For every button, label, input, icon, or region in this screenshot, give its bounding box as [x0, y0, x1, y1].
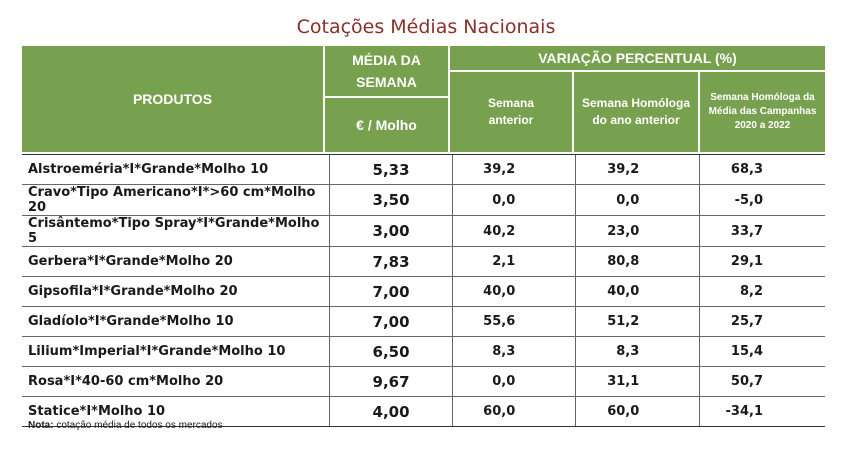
- previous-week-variation-cell: 0,0: [452, 366, 576, 397]
- previous-week-variation-cell: 2,1: [452, 246, 576, 277]
- header-variacao: VARIAÇÃO PERCENTUAL (%): [450, 46, 825, 70]
- table-row: Lilium*Imperial*I*Grande*Molho 10 6,50 8,3…: [22, 336, 825, 367]
- product-name-cell: Alstroeméria*I*Grande*Molho 10: [22, 154, 330, 185]
- campaigns-average-variation-cell: 15,4: [699, 336, 825, 367]
- table-row: Gipsofila*I*Grande*Molho 20 7,00 40,0 40,0 8…: [22, 276, 825, 307]
- previous-year-variation-cell: 51,2: [575, 306, 700, 337]
- product-name-cell: Crisântemo*Tipo Spray*I*Grande*Molho 5: [22, 215, 330, 247]
- header-homologa-ano-line2: do ano anterior: [592, 113, 680, 127]
- previous-week-variation-cell: 60,0: [452, 396, 576, 427]
- previous-week-variation-cell: 40,0: [452, 276, 576, 307]
- page-title: Cotações Médias Nacionais: [296, 16, 556, 38]
- weekly-average-cell: 3,00: [328, 215, 453, 247]
- header-media-line2: SEMANA: [356, 74, 417, 90]
- campaigns-average-variation-cell: 8,2: [699, 276, 825, 307]
- table-row: Alstroeméria*I*Grande*Molho 10 5,33 39,2 39…: [22, 154, 825, 185]
- previous-year-variation-cell: 0,0: [575, 184, 700, 216]
- footnote-text: cotação média de todos os mercados: [53, 420, 223, 431]
- table-row: Crisântemo*Tipo Spray*I*Grande*Molho 5 3,…: [22, 215, 825, 247]
- campaigns-average-variation-cell: 25,7: [699, 306, 825, 337]
- previous-week-variation-cell: 40,2: [452, 215, 576, 247]
- campaigns-average-variation-cell: -34,1: [699, 396, 825, 427]
- header-homologa-ano: Semana Homóloga do ano anterior: [574, 72, 698, 152]
- previous-year-variation-cell: 40,0: [575, 276, 700, 307]
- product-name-cell: Cravo*Tipo Americano*I*>60 cm*Molho 20: [22, 184, 330, 216]
- previous-week-variation-cell: 8,3: [452, 336, 576, 367]
- weekly-average-cell: 6,50: [328, 336, 453, 367]
- previous-year-variation-cell: 60,0: [575, 396, 700, 427]
- campaigns-average-variation-cell: 29,1: [699, 246, 825, 277]
- previous-year-variation-cell: 8,3: [575, 336, 700, 367]
- campaigns-average-variation-cell: 50,7: [699, 366, 825, 397]
- campaigns-average-variation-cell: -5,0: [699, 184, 825, 216]
- table-row: Gerbera*I*Grande*Molho 20 7,83 2,1 80,8 29,1: [22, 246, 825, 277]
- previous-week-variation-cell: 0,0: [452, 184, 576, 216]
- footnote-label: Nota:: [28, 420, 54, 431]
- previous-week-variation-cell: 55,6: [452, 306, 576, 337]
- header-produtos-label: PRODUTOS: [132, 91, 213, 107]
- header-media-semana: MÉDIA DA SEMANA: [325, 46, 448, 96]
- campaigns-average-variation-cell: 33,7: [699, 215, 825, 247]
- table-row: Cravo*Tipo Americano*I*>60 cm*Molho 20 3,…: [22, 184, 825, 216]
- product-name-cell: Statice*I*Molho 10: [22, 396, 330, 427]
- header-semana-anterior: Semana anterior: [450, 72, 572, 152]
- prices-table: Alstroeméria*I*Grande*Molho 10 5,33 39,2 39…: [22, 154, 825, 427]
- campaigns-average-variation-cell: 68,3: [699, 154, 825, 185]
- header-homologa-campanhas-line1: Semana Homóloga da: [710, 92, 815, 103]
- weekly-average-cell: 9,67: [328, 366, 453, 397]
- table-row: Statice*I*Molho 10 4,00 60,0 60,0 -34,1: [22, 396, 825, 427]
- previous-week-variation-cell: 39,2: [452, 154, 576, 185]
- header-unit-label: € / Molho: [356, 117, 417, 133]
- header-homologa-campanhas-line2: Média das Campanhas: [708, 106, 817, 117]
- header-semana-anterior-line1: Semana: [487, 96, 535, 110]
- previous-year-variation-cell: 23,0: [575, 215, 700, 247]
- weekly-average-cell: 7,00: [328, 306, 453, 337]
- header-media-line1: MÉDIA DA: [352, 52, 421, 68]
- header-semana-anterior-line2: anterior: [488, 113, 534, 127]
- header-homologa-ano-line1: Semana Homóloga: [581, 96, 691, 110]
- weekly-average-cell: 3,50: [328, 184, 453, 216]
- table-row: Rosa*I*40-60 cm*Molho 20 9,67 0,0 31,1 50,7: [22, 366, 825, 397]
- previous-year-variation-cell: 80,8: [575, 246, 700, 277]
- footnote: Nota: cotação média de todos os mercados: [28, 420, 223, 431]
- weekly-average-cell: 4,00: [328, 396, 453, 427]
- header-homologa-campanhas-line3: 2020 a 2022: [734, 120, 791, 131]
- previous-year-variation-cell: 31,1: [575, 366, 700, 397]
- product-name-cell: Gerbera*I*Grande*Molho 20: [22, 246, 330, 277]
- product-name-cell: Lilium*Imperial*I*Grande*Molho 10: [22, 336, 330, 367]
- product-name-cell: Gladíolo*I*Grande*Molho 10: [22, 306, 330, 337]
- header-variacao-label: VARIAÇÃO PERCENTUAL (%): [538, 50, 737, 66]
- weekly-average-cell: 7,83: [328, 246, 453, 277]
- weekly-average-cell: 5,33: [328, 154, 453, 185]
- table-row: Gladíolo*I*Grande*Molho 10 7,00 55,6 51,2 25…: [22, 306, 825, 337]
- header-unit: € / Molho: [325, 98, 448, 152]
- product-name-cell: Gipsofila*I*Grande*Molho 20: [22, 276, 330, 307]
- header-produtos: PRODUTOS: [22, 46, 323, 152]
- weekly-average-cell: 7,00: [328, 276, 453, 307]
- header-homologa-campanhas: Semana Homóloga da Média das Campanhas 2…: [700, 72, 825, 152]
- product-name-cell: Rosa*I*40-60 cm*Molho 20: [22, 366, 330, 397]
- previous-year-variation-cell: 39,2: [575, 154, 700, 185]
